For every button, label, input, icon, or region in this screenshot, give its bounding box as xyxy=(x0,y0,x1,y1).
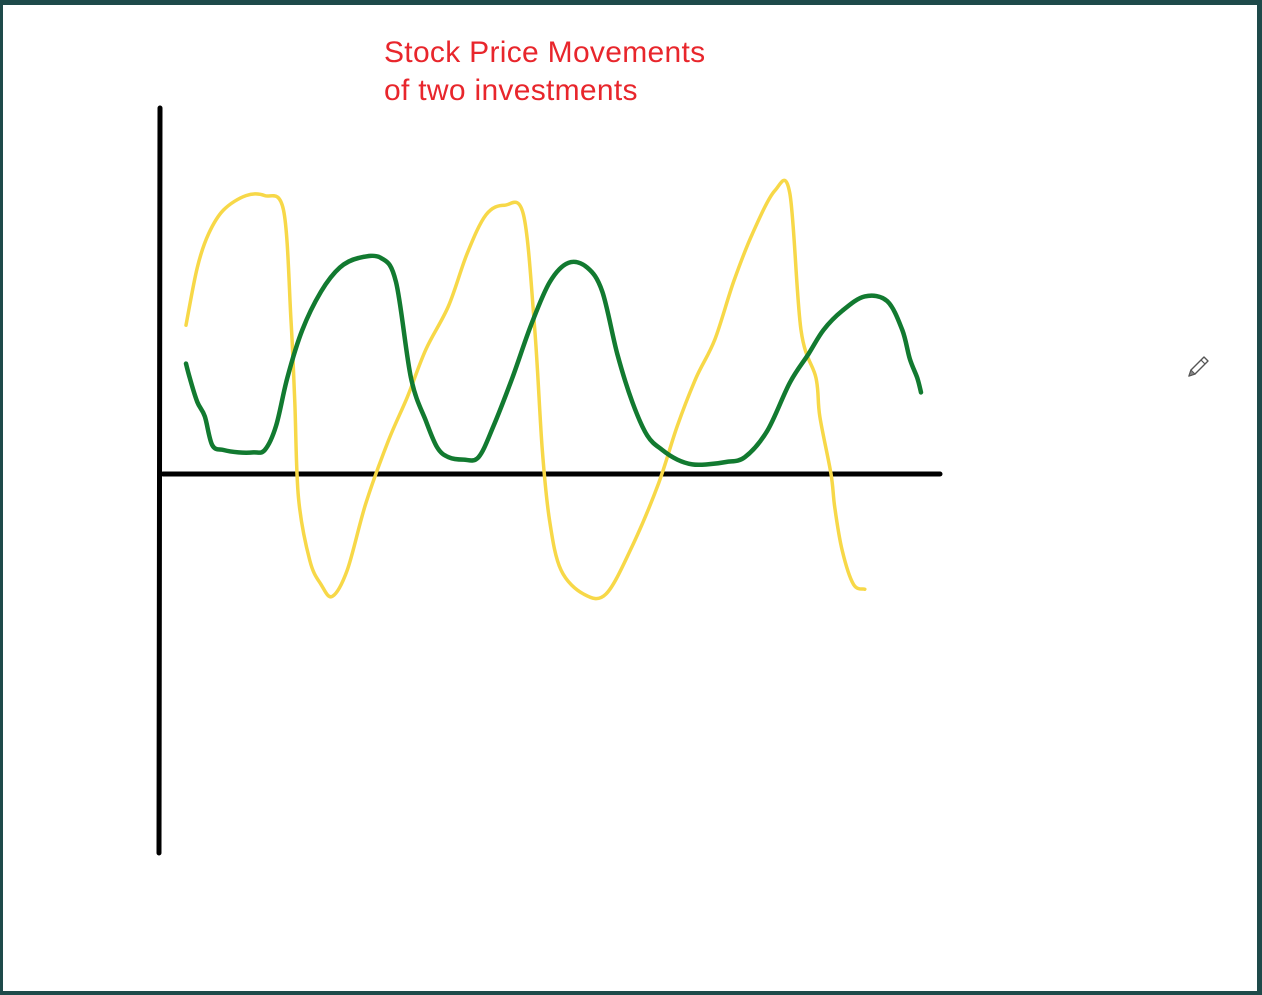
series-group xyxy=(183,178,924,601)
whiteboard-canvas[interactable] xyxy=(3,5,1257,991)
series-line-1 xyxy=(184,178,867,601)
chart-title: Stock Price Movements of two investments xyxy=(384,36,706,107)
series-line-2 xyxy=(183,253,924,468)
y-axis-line xyxy=(156,105,163,856)
pencil-icon xyxy=(1188,356,1209,377)
